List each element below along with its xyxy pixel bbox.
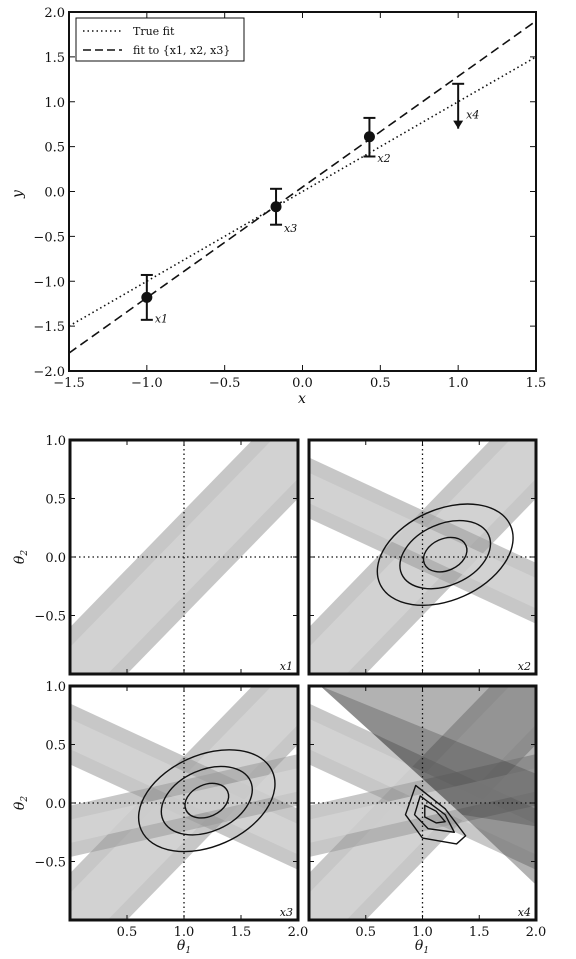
likelihood-contour-1 (137, 749, 276, 853)
likelihood-contour-1 (376, 503, 514, 607)
top-y-tick-label: −0.5 (33, 230, 65, 245)
bottom-left-x-axis-label: θ1 (177, 938, 191, 956)
top-x-tick-label: 1.0 (448, 376, 469, 391)
legend: True fit fit to {x1, x2, x3} (75, 17, 245, 62)
constraint-band-x3-inner (70, 768, 298, 844)
true-fit-line (69, 56, 536, 327)
panel-x-tick-label: 1.0 (412, 925, 433, 940)
panel-x-tick-label: 1.5 (231, 925, 252, 940)
top-y-tick-label: −1.5 (33, 320, 65, 335)
likelihood-contour-3 (422, 536, 468, 573)
top-row-y-axis-label: θ2 (12, 550, 30, 564)
top-x-tick-label: −0.5 (209, 376, 241, 391)
fit-lines (69, 20, 536, 354)
top-x-axis-label: x (298, 391, 306, 407)
top-y-tick-label: 1.5 (44, 51, 65, 66)
likelihood-contour-3 (184, 782, 230, 819)
upper-limit-excluded-region-2 (320, 686, 536, 827)
top-plot-frame (68, 11, 537, 372)
truncated-contour-1 (404, 784, 467, 845)
constraint-band-x2-inner (309, 472, 536, 609)
panel-y-tick-label: 0.0 (45, 551, 66, 566)
legend-true-fit: True fit (133, 25, 175, 38)
bottom-row-y-axis-label: θ2 (12, 796, 30, 810)
likelihood-contour-2 (160, 765, 253, 836)
constraint-band-x3-inner (309, 768, 536, 844)
point-label-x1: x1 (155, 312, 168, 325)
top-x-tick-label: 0.5 (370, 376, 391, 391)
panel-x-tick-label: 2.0 (288, 925, 309, 940)
panel-x3: x3 (68, 684, 300, 922)
bottom-ticks: 1.0 0.5 0.0 −0.5 0.5 1.0 1.5 2.0 1.0 0.5 0.0 −0.5 0.… (34, 434, 546, 940)
legend-fit-x1x2x3: fit to {x1, x2, x3} (133, 44, 230, 57)
likelihood-contour-2 (399, 519, 492, 590)
panel-x-tick-label: 1.0 (174, 925, 195, 940)
top-x-ticks: −1.5 −1.0 −0.5 0.0 0.5 1.0 1.5 (53, 12, 546, 391)
panel-x-tick-label: 2.0 (526, 925, 547, 940)
top-x-tick-label: −1.0 (131, 376, 163, 391)
upper-limit-arrow-x4 (453, 120, 464, 129)
panel-x-tick-label: 0.5 (355, 925, 376, 940)
partial-fit-line (69, 20, 536, 354)
top-y-tick-label: −2.0 (33, 365, 65, 380)
panel-x1-label: x1 (280, 660, 293, 673)
truncated-contour-2 (413, 795, 455, 833)
top-x-tick-label: 0.0 (292, 376, 313, 391)
top-x-tick-label: 1.5 (526, 376, 547, 391)
panel-y-tick-label: 0.0 (45, 797, 66, 812)
marker-x2 (363, 131, 375, 143)
top-y-ticks: −2.0 −1.5 −1.0 −0.5 0.0 0.5 1.0 1.5 2.0 (33, 6, 536, 380)
point-label-x3: x3 (284, 222, 297, 235)
panel-x-tick-label: 0.5 (117, 925, 138, 940)
panel-x4: x4 (307, 684, 538, 922)
marker-x1 (141, 291, 153, 303)
panel-x4-label: x4 (518, 906, 531, 919)
top-y-tick-label: 0.0 (44, 186, 65, 201)
top-y-tick-label: 2.0 (44, 6, 65, 21)
top-y-tick-label: −1.0 (33, 275, 65, 290)
point-label-x2: x2 (377, 152, 390, 165)
data-points: x1 x3 x2 x4 (140, 82, 479, 325)
point-label-x4: x4 (466, 109, 479, 122)
marker-x3 (270, 201, 282, 213)
panel-x2: x2 (307, 438, 538, 676)
top-x-tick-label: −1.5 (53, 376, 85, 391)
panel-x3-label: x3 (280, 906, 293, 919)
top-y-tick-label: 1.0 (44, 96, 65, 111)
panel-y-tick-label: −0.5 (34, 610, 66, 625)
panel-y-tick-label: 1.0 (45, 680, 66, 695)
panel-y-tick-label: 0.5 (45, 493, 66, 508)
data-point-x2: x2 (363, 116, 391, 165)
legend-box (75, 17, 245, 62)
top-y-tick-label: 0.5 (44, 141, 65, 156)
panel-y-tick-label: 0.5 (45, 739, 66, 754)
top-y-axis-label: y (10, 189, 26, 199)
bottom-right-x-axis-label: θ1 (415, 938, 429, 956)
data-point-x1: x1 (140, 273, 168, 325)
data-point-x4: x4 (452, 82, 479, 129)
panel-y-tick-label: 1.0 (45, 434, 66, 449)
panel-y-tick-label: −0.5 (34, 856, 66, 871)
upper-limit-excluded-region (320, 686, 536, 885)
truncated-contour-3 (424, 804, 446, 824)
panel-x2-label: x2 (518, 660, 531, 673)
panel-x-tick-label: 1.5 (469, 925, 490, 940)
data-point-x3: x3 (270, 187, 297, 235)
